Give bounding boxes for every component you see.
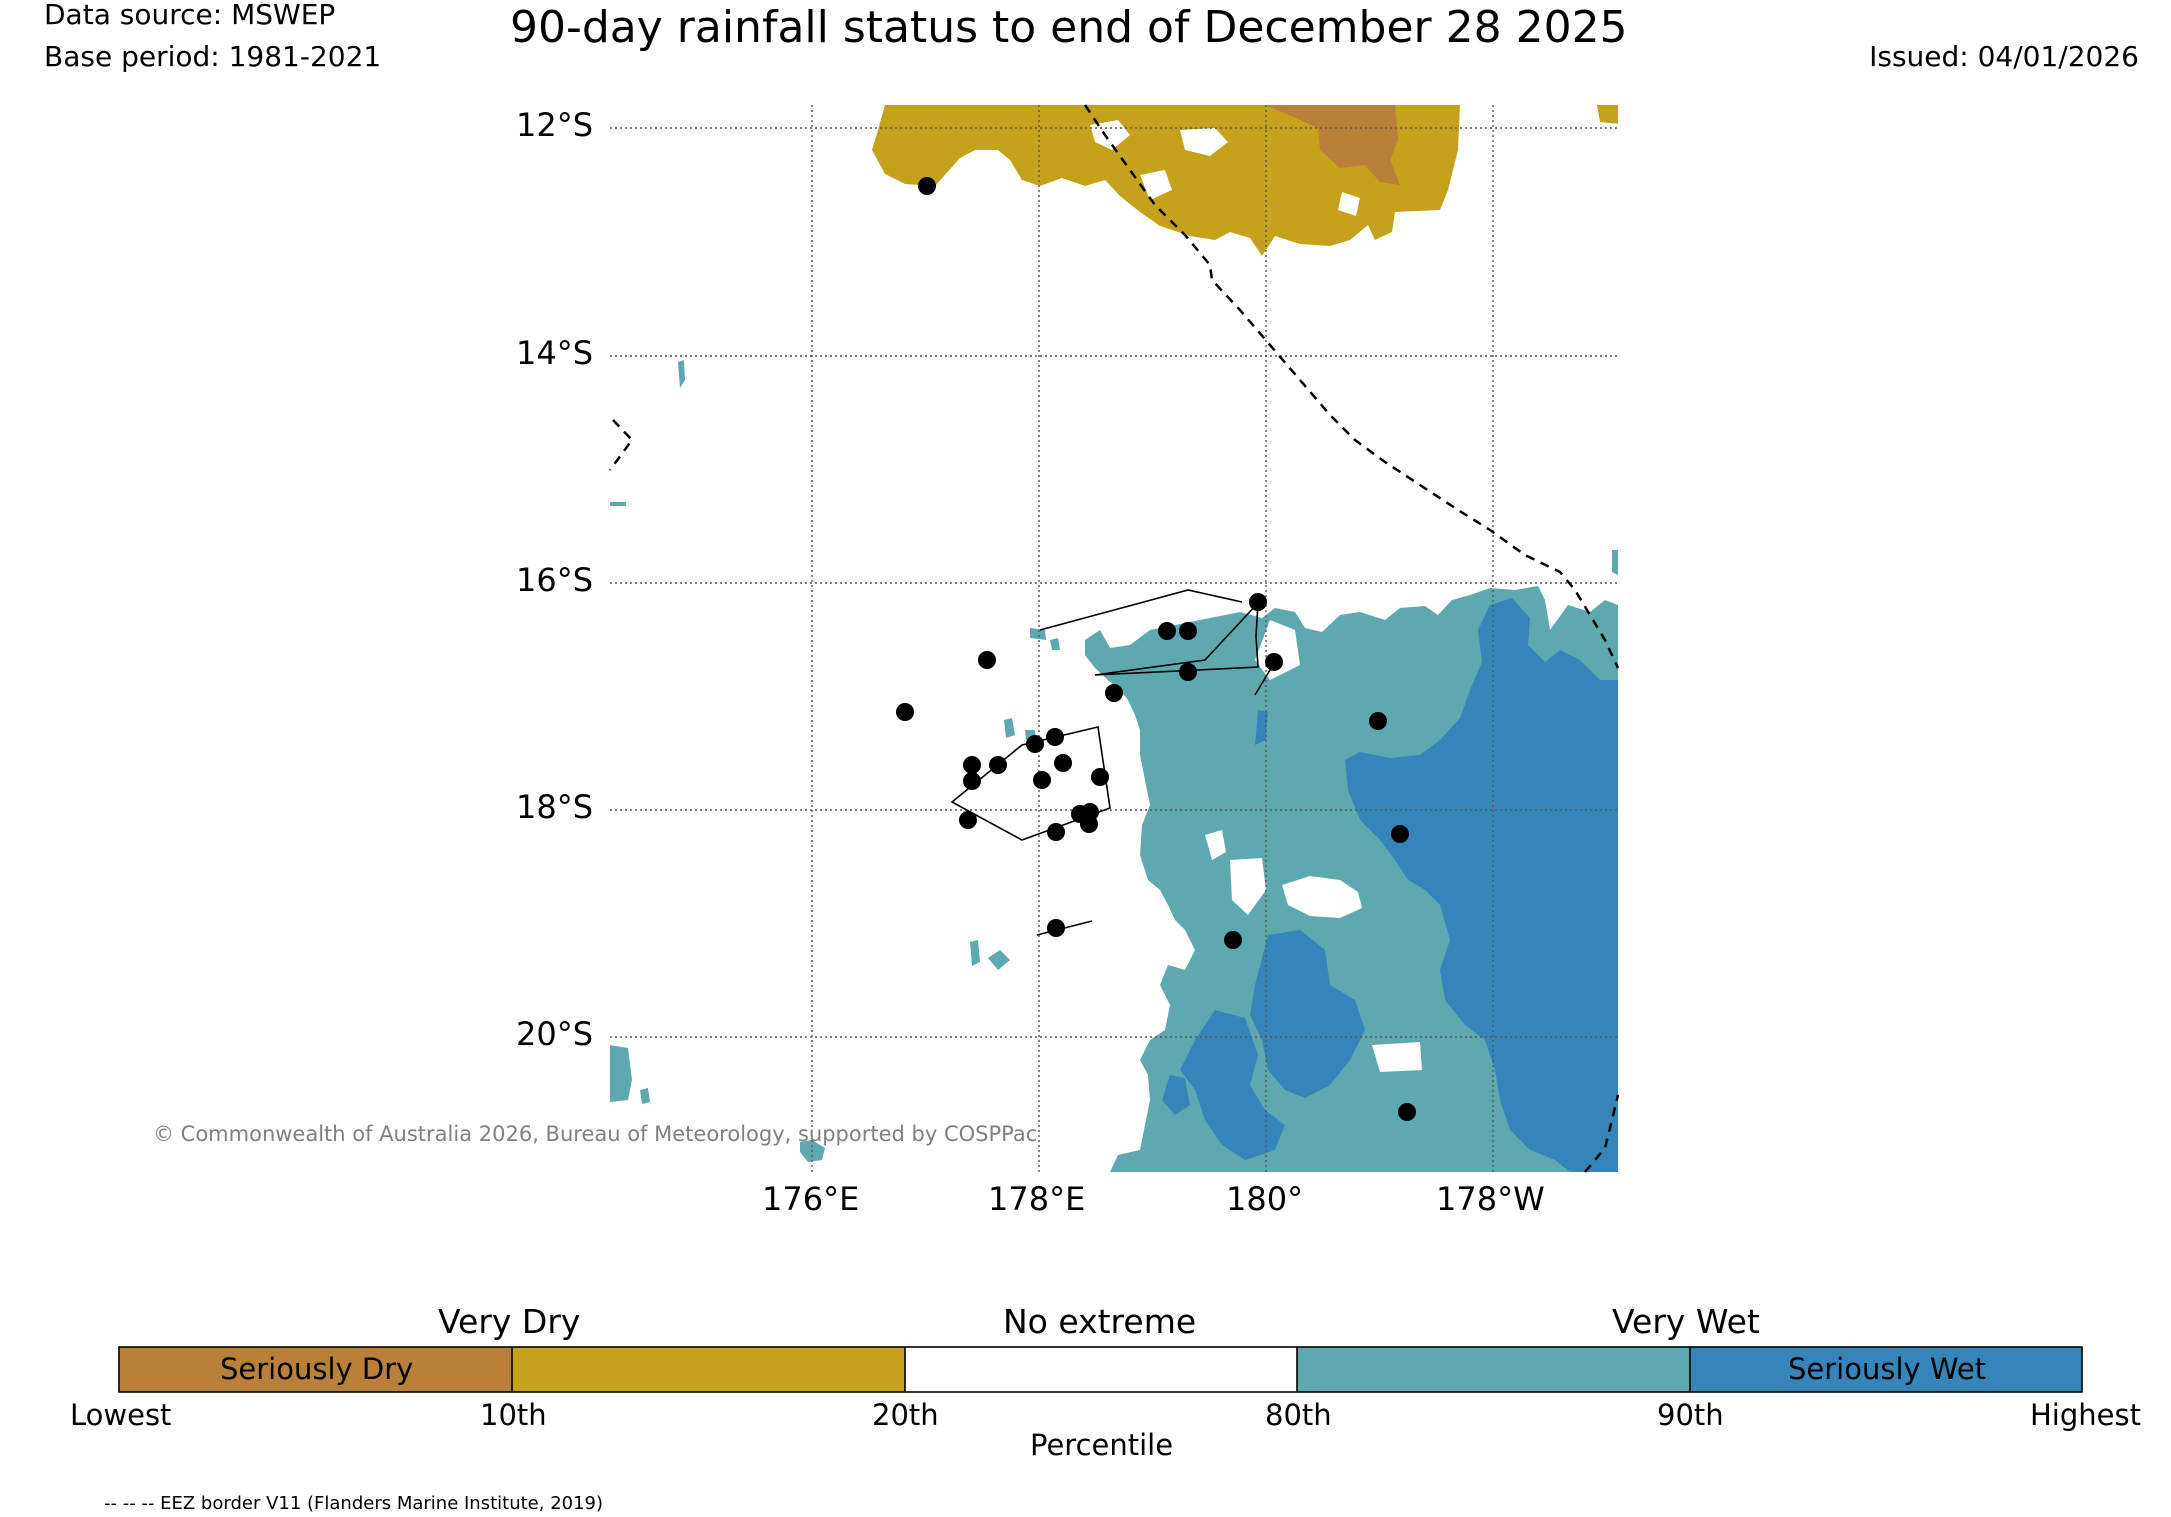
station-marker — [1249, 593, 1267, 611]
station-marker — [1179, 663, 1197, 681]
station-marker — [1369, 712, 1387, 730]
lat-label: 14°S — [516, 334, 594, 372]
legend-seriously-dry-swatch — [119, 1347, 512, 1392]
station-marker — [1091, 768, 1109, 786]
legend-seriously-wet-label: Seriously Wet — [1788, 1352, 1987, 1386]
station-marker — [1158, 622, 1176, 640]
station-marker — [989, 756, 1007, 774]
legend-tick: Highest — [2030, 1398, 2141, 1432]
legend-colorbar — [118, 1346, 2083, 1393]
lon-label: 178°W — [1436, 1180, 1545, 1218]
graticule — [610, 105, 1618, 1172]
legend-tick: 20th — [872, 1398, 939, 1432]
map-area — [610, 105, 1618, 1172]
station-marker — [1047, 919, 1065, 937]
station-marker — [959, 811, 977, 829]
legend-seriously-dry-label: Seriously Dry — [220, 1352, 414, 1386]
issued-date: Issued: 04/01/2026 — [1869, 40, 2139, 73]
station-marker — [1033, 771, 1051, 789]
page-title: 90-day rainfall status to end of Decembe… — [510, 2, 1628, 53]
lat-label: 18°S — [516, 788, 594, 826]
station-marker — [1054, 754, 1072, 772]
lat-label: 16°S — [516, 561, 594, 599]
seriously-dry-region — [1265, 105, 1400, 185]
station-marker — [1398, 1103, 1416, 1121]
lon-label: 180° — [1226, 1180, 1304, 1218]
station-marker — [1224, 931, 1242, 949]
legend-very-dry-swatch — [512, 1347, 905, 1392]
legend-tick: 10th — [480, 1398, 547, 1432]
lat-label: 12°S — [516, 106, 594, 144]
station-marker — [963, 772, 981, 790]
lon-label: 176°E — [762, 1180, 860, 1218]
lon-label: 178°E — [988, 1180, 1086, 1218]
legend-heading-no-extreme: No extreme — [1003, 1302, 1197, 1341]
stations — [896, 177, 1416, 1121]
station-marker — [918, 177, 936, 195]
data-source-label: Data source: MSWEP — [44, 0, 336, 31]
station-marker — [1047, 823, 1065, 841]
legend-no-extreme-swatch — [905, 1347, 1297, 1392]
station-marker — [1046, 728, 1064, 746]
north-coast-line — [1039, 589, 1243, 631]
station-marker — [963, 756, 981, 774]
copyright-notice: © Commonwealth of Australia 2026, Bureau… — [153, 1122, 1038, 1146]
station-marker — [1105, 684, 1123, 702]
lat-label: 20°S — [516, 1015, 594, 1053]
legend-tick: 80th — [1265, 1398, 1332, 1432]
vanua-levu-outline — [1094, 600, 1259, 676]
station-marker — [896, 703, 914, 721]
legend-tick: 90th — [1657, 1398, 1724, 1432]
legend-axis-label: Percentile — [1030, 1428, 1174, 1462]
seriously-wet-region — [1345, 598, 1618, 1172]
viti-levu-outline — [950, 726, 1111, 841]
eez-footnote: -- -- -- EEZ border V11 (Flanders Marine… — [104, 1493, 604, 1514]
legend-seriously-wet-swatch — [1690, 1347, 2082, 1392]
legend-heading-very-wet: Very Wet — [1612, 1302, 1760, 1341]
station-marker — [1179, 622, 1197, 640]
station-marker — [1080, 815, 1098, 833]
legend-heading-very-dry: Very Dry — [438, 1302, 581, 1341]
station-marker — [1265, 653, 1283, 671]
station-marker — [1026, 735, 1044, 753]
station-marker — [1391, 825, 1409, 843]
station-marker — [978, 651, 996, 669]
eez-border — [608, 104, 1620, 1173]
legend-very-wet-swatch — [1297, 1347, 1690, 1392]
base-period-label: Base period: 1981-2021 — [44, 40, 382, 73]
legend-tick: Lowest — [70, 1398, 172, 1432]
